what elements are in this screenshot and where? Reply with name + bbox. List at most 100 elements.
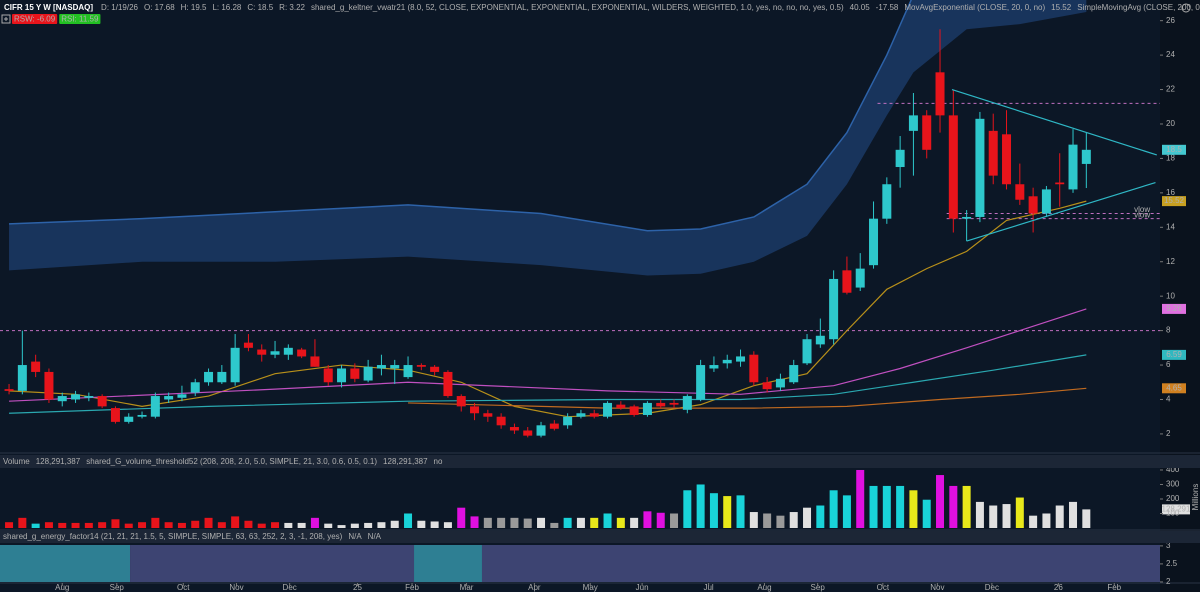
candle-body <box>789 365 799 383</box>
header-item: SimpleMovingAvg (CLOSE, 200, 0, no) <box>1077 3 1200 12</box>
volume-bar <box>151 517 160 528</box>
candle-body <box>589 413 599 417</box>
volume-bar <box>670 513 679 528</box>
volume-bar <box>31 523 40 528</box>
energy-panel <box>0 545 1160 582</box>
y-tick-label: 6 <box>1166 360 1171 369</box>
annotation: vlow <box>1134 205 1150 214</box>
volume-bar <box>84 522 93 528</box>
candle-body <box>57 396 67 402</box>
volume-label: 128.291 <box>1162 505 1191 514</box>
candle-body <box>110 408 120 422</box>
candle-body <box>376 365 386 369</box>
y-tick-label: 200 <box>1166 494 1180 503</box>
volume-bar <box>656 512 665 528</box>
volume-bar <box>630 517 639 528</box>
candle-body <box>762 382 772 390</box>
volume-bar <box>430 521 439 528</box>
volume-bar <box>470 516 479 528</box>
candle-body <box>230 347 240 383</box>
volume-bar <box>856 469 865 528</box>
candle-body <box>430 366 440 372</box>
volume-bar <box>284 522 293 528</box>
x-tick-label: Oct <box>177 583 190 592</box>
candle-body <box>962 216 972 219</box>
volume-bar <box>1015 497 1024 528</box>
volume-bar <box>443 522 452 528</box>
candle-body <box>190 382 200 393</box>
candle-body <box>1002 134 1012 185</box>
y-tick-label: 100 <box>1166 509 1180 518</box>
candle-body <box>323 368 333 383</box>
candle-body <box>829 278 839 340</box>
volume-bar <box>1069 501 1078 528</box>
price-label-box <box>1162 349 1186 360</box>
volume-bar <box>590 517 599 528</box>
badge-box <box>59 14 101 24</box>
candle-body <box>337 368 347 383</box>
keltner-upper <box>9 0 912 232</box>
header-item: D: 1/19/26 <box>101 3 138 12</box>
volume-bar <box>949 485 958 528</box>
state-block <box>414 545 482 582</box>
volume-bar <box>709 493 718 528</box>
candle-body <box>243 342 253 348</box>
header-item: shared_G_volume_threshold52 (208, 208, 2… <box>86 457 377 466</box>
volume-bar <box>18 517 27 528</box>
candle-body <box>164 396 174 400</box>
volume-bar <box>643 511 652 528</box>
candle-body <box>882 184 892 219</box>
y-tick-label: 22 <box>1166 85 1175 94</box>
volume-bar <box>310 517 319 528</box>
volume-bar <box>962 485 971 528</box>
candle-body <box>456 396 466 407</box>
candle-body <box>137 414 147 417</box>
y-tick-label: 2 <box>1166 577 1171 586</box>
volume-bar <box>337 525 346 528</box>
price-label-box <box>1162 383 1186 394</box>
y-tick-label: 14 <box>1166 222 1175 231</box>
candle-body <box>682 396 692 410</box>
y-tick-label: 26 <box>1166 16 1175 25</box>
volume-bar <box>523 518 532 528</box>
volume-bar <box>563 517 572 528</box>
settings-icon[interactable] <box>1181 3 1191 13</box>
header-item: N/A <box>348 532 362 541</box>
candle-body <box>563 416 573 426</box>
volume-bar <box>1029 515 1038 528</box>
y-axis-label: Millions <box>1191 484 1200 511</box>
volume-bar <box>364 522 373 528</box>
expand-icon[interactable] <box>1 14 11 24</box>
candle-body <box>483 413 493 417</box>
volume-bar <box>111 519 120 528</box>
candle-body <box>922 115 932 150</box>
header-item: H: 19.5 <box>181 3 207 12</box>
candle-body <box>363 366 373 381</box>
volume-bar <box>763 513 772 528</box>
volume-bar <box>736 495 745 528</box>
volume-bar <box>909 490 918 528</box>
volume-bar <box>803 507 812 528</box>
volume-bar <box>138 522 147 528</box>
candle-body <box>696 365 706 400</box>
candle-body <box>204 371 214 383</box>
header-item: no <box>434 457 443 466</box>
volume-bar <box>936 475 945 528</box>
candle-body <box>1041 189 1051 214</box>
state-block <box>130 545 415 582</box>
volume-bar <box>576 517 585 528</box>
volume-bar <box>377 522 386 528</box>
candle-body <box>310 356 320 367</box>
volume-bar <box>98 522 107 528</box>
x-tick-label: Aug <box>55 583 69 592</box>
volume-header-bar <box>0 455 1200 468</box>
volume-bar <box>975 501 984 528</box>
volume-bar <box>390 520 399 528</box>
volume-bar <box>164 522 173 528</box>
header-item: 40.05 <box>850 3 871 12</box>
price-label: 18.5 <box>1166 145 1182 154</box>
price-label-box <box>1162 196 1186 207</box>
badge: RSI: 11.59 <box>61 15 99 24</box>
volume-bar <box>244 520 253 528</box>
volume-bar <box>869 485 878 528</box>
